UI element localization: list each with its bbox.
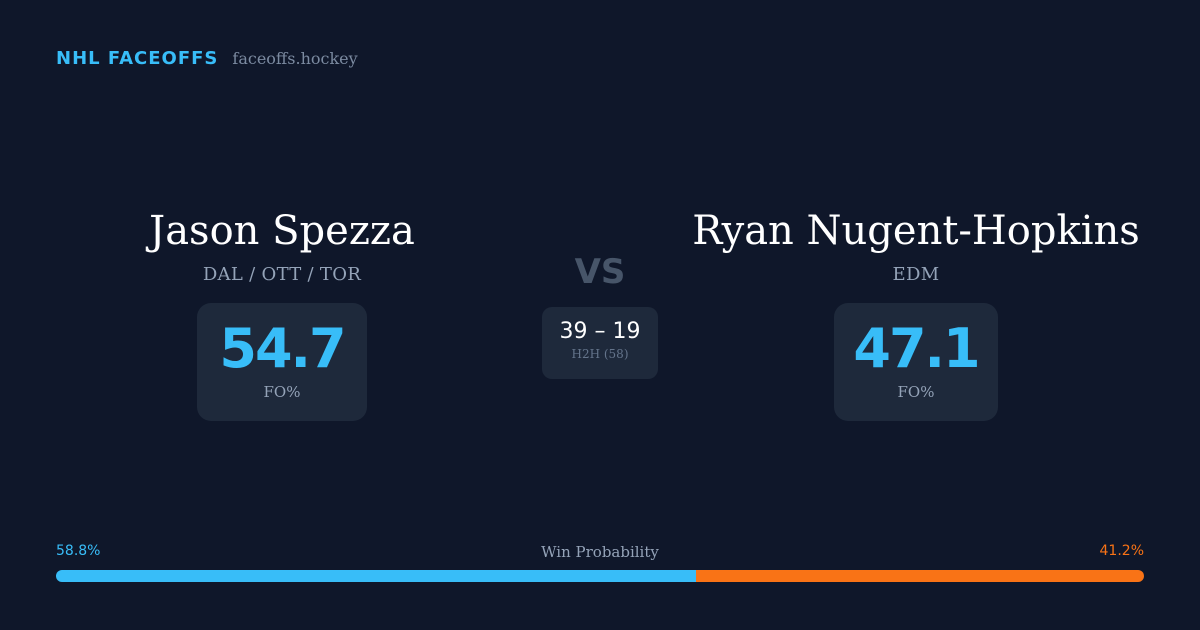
player-one-name: Jason Spezza (149, 208, 415, 254)
player-two-fo-label: FO% (897, 383, 935, 401)
head-to-head-record: 39 – 19 (559, 319, 641, 344)
brand-header: NHL FACEOFFS faceoffs.hockey (56, 48, 358, 69)
player-two-stat-card: 47.1 FO% (834, 303, 998, 421)
player-two-panel: Ryan Nugent-Hopkins EDM 47.1 FO% (656, 205, 1176, 421)
win-probability-right-value: 41.2% (1099, 543, 1144, 559)
player-one-panel: Jason Spezza DAL / OTT / TOR 54.7 FO% (22, 205, 542, 421)
versus-label: VS (574, 252, 626, 292)
head-to-head-card: 39 – 19 H2H (58) (542, 307, 658, 379)
player-one-fo-label: FO% (263, 383, 301, 401)
head-to-head-label: H2H (58) (571, 347, 629, 361)
win-probability-title: Win Probability (541, 543, 659, 561)
win-probability-bar (56, 570, 1144, 582)
win-probability-left-fill (56, 570, 696, 582)
player-two-fo-value: 47.1 (853, 317, 980, 380)
brand-domain: faceoffs.hockey (232, 49, 358, 68)
player-two-name: Ryan Nugent-Hopkins (692, 208, 1140, 254)
win-probability-right-fill (695, 570, 1144, 582)
brand-name: NHL FACEOFFS (56, 48, 219, 69)
player-one-stat-card: 54.7 FO% (197, 303, 367, 421)
win-probability-labels: 58.8% Win Probability 41.2% (56, 543, 1144, 563)
win-probability-left-value: 58.8% (56, 543, 101, 559)
player-one-fo-value: 54.7 (219, 317, 346, 380)
player-two-teams: EDM (892, 264, 940, 285)
player-one-teams: DAL / OTT / TOR (202, 264, 362, 285)
